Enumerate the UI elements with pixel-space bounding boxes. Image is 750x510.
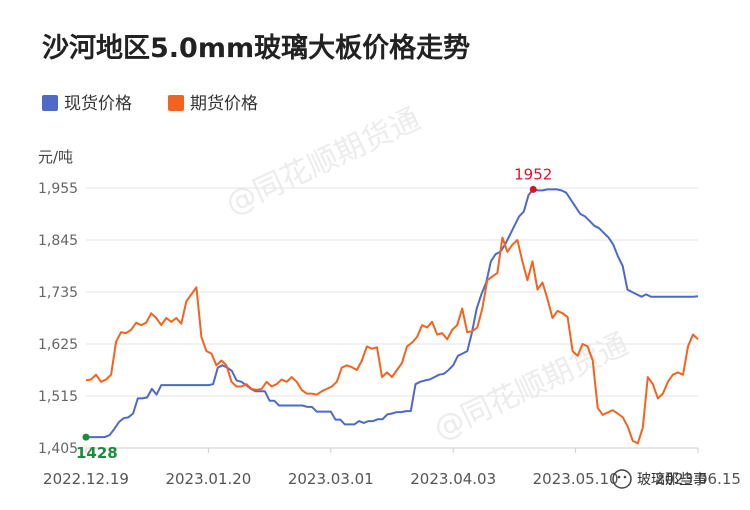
brand-name: 玻璃那些事 [637, 471, 707, 488]
grid-lines [86, 187, 698, 449]
legend-label-spot: 现货价格 [64, 94, 132, 114]
x-tick-label: 2023.05.10 [533, 470, 619, 488]
min-label: 1428 [76, 444, 118, 462]
y-tick-label: 1,405 [38, 441, 78, 457]
y-tick-labels: 1,955 1,845 1,735 1,625 1,515 1,405 [38, 181, 78, 457]
legend-label-futures: 期货价格 [190, 94, 258, 114]
x-tick-label: 2023.06.15 [655, 470, 741, 488]
wechat-icon-eye-right [623, 475, 627, 479]
y-tick-label: 1,845 [38, 233, 78, 249]
y-tick-label: 1,515 [38, 389, 78, 405]
wechat-icon-eye-left [617, 475, 621, 479]
x-tick-label: 2023.04.03 [410, 470, 496, 488]
chart-title: 沙河地区5.0mm玻璃大板价格走势 [42, 33, 470, 64]
min-marker [82, 433, 90, 441]
annotations: 1952 1428 [76, 165, 552, 462]
series-line-futures [85, 236, 699, 445]
y-tick-label: 1,735 [38, 285, 78, 301]
y-tick-label: 1,955 [38, 181, 78, 197]
y-tick-label: 1,625 [38, 337, 78, 353]
y-axis-unit: 元/吨 [38, 148, 73, 166]
x-tick-labels: 2022.12.19 2023.01.20 2023.03.01 2023.04.03… [43, 448, 741, 488]
x-tick-label: 2023.01.20 [165, 470, 251, 488]
legend-swatch-spot [42, 95, 58, 111]
legend-swatch-futures [168, 95, 184, 111]
series-line-spot [86, 188, 699, 439]
watermark-1: @同花顺期货通 [221, 102, 426, 222]
x-tick-label: 2022.12.19 [43, 470, 129, 488]
wechat-icon [612, 469, 632, 489]
series-lines [85, 188, 699, 445]
x-tick-label: 2023.03.01 [288, 470, 374, 488]
max-label: 1952 [514, 165, 552, 183]
legend: 现货价格 期货价格 [42, 94, 258, 114]
watermark-2: @同花顺期货通 [429, 327, 634, 447]
brand-badge: 玻璃那些事 [612, 469, 707, 489]
max-marker [529, 185, 537, 193]
